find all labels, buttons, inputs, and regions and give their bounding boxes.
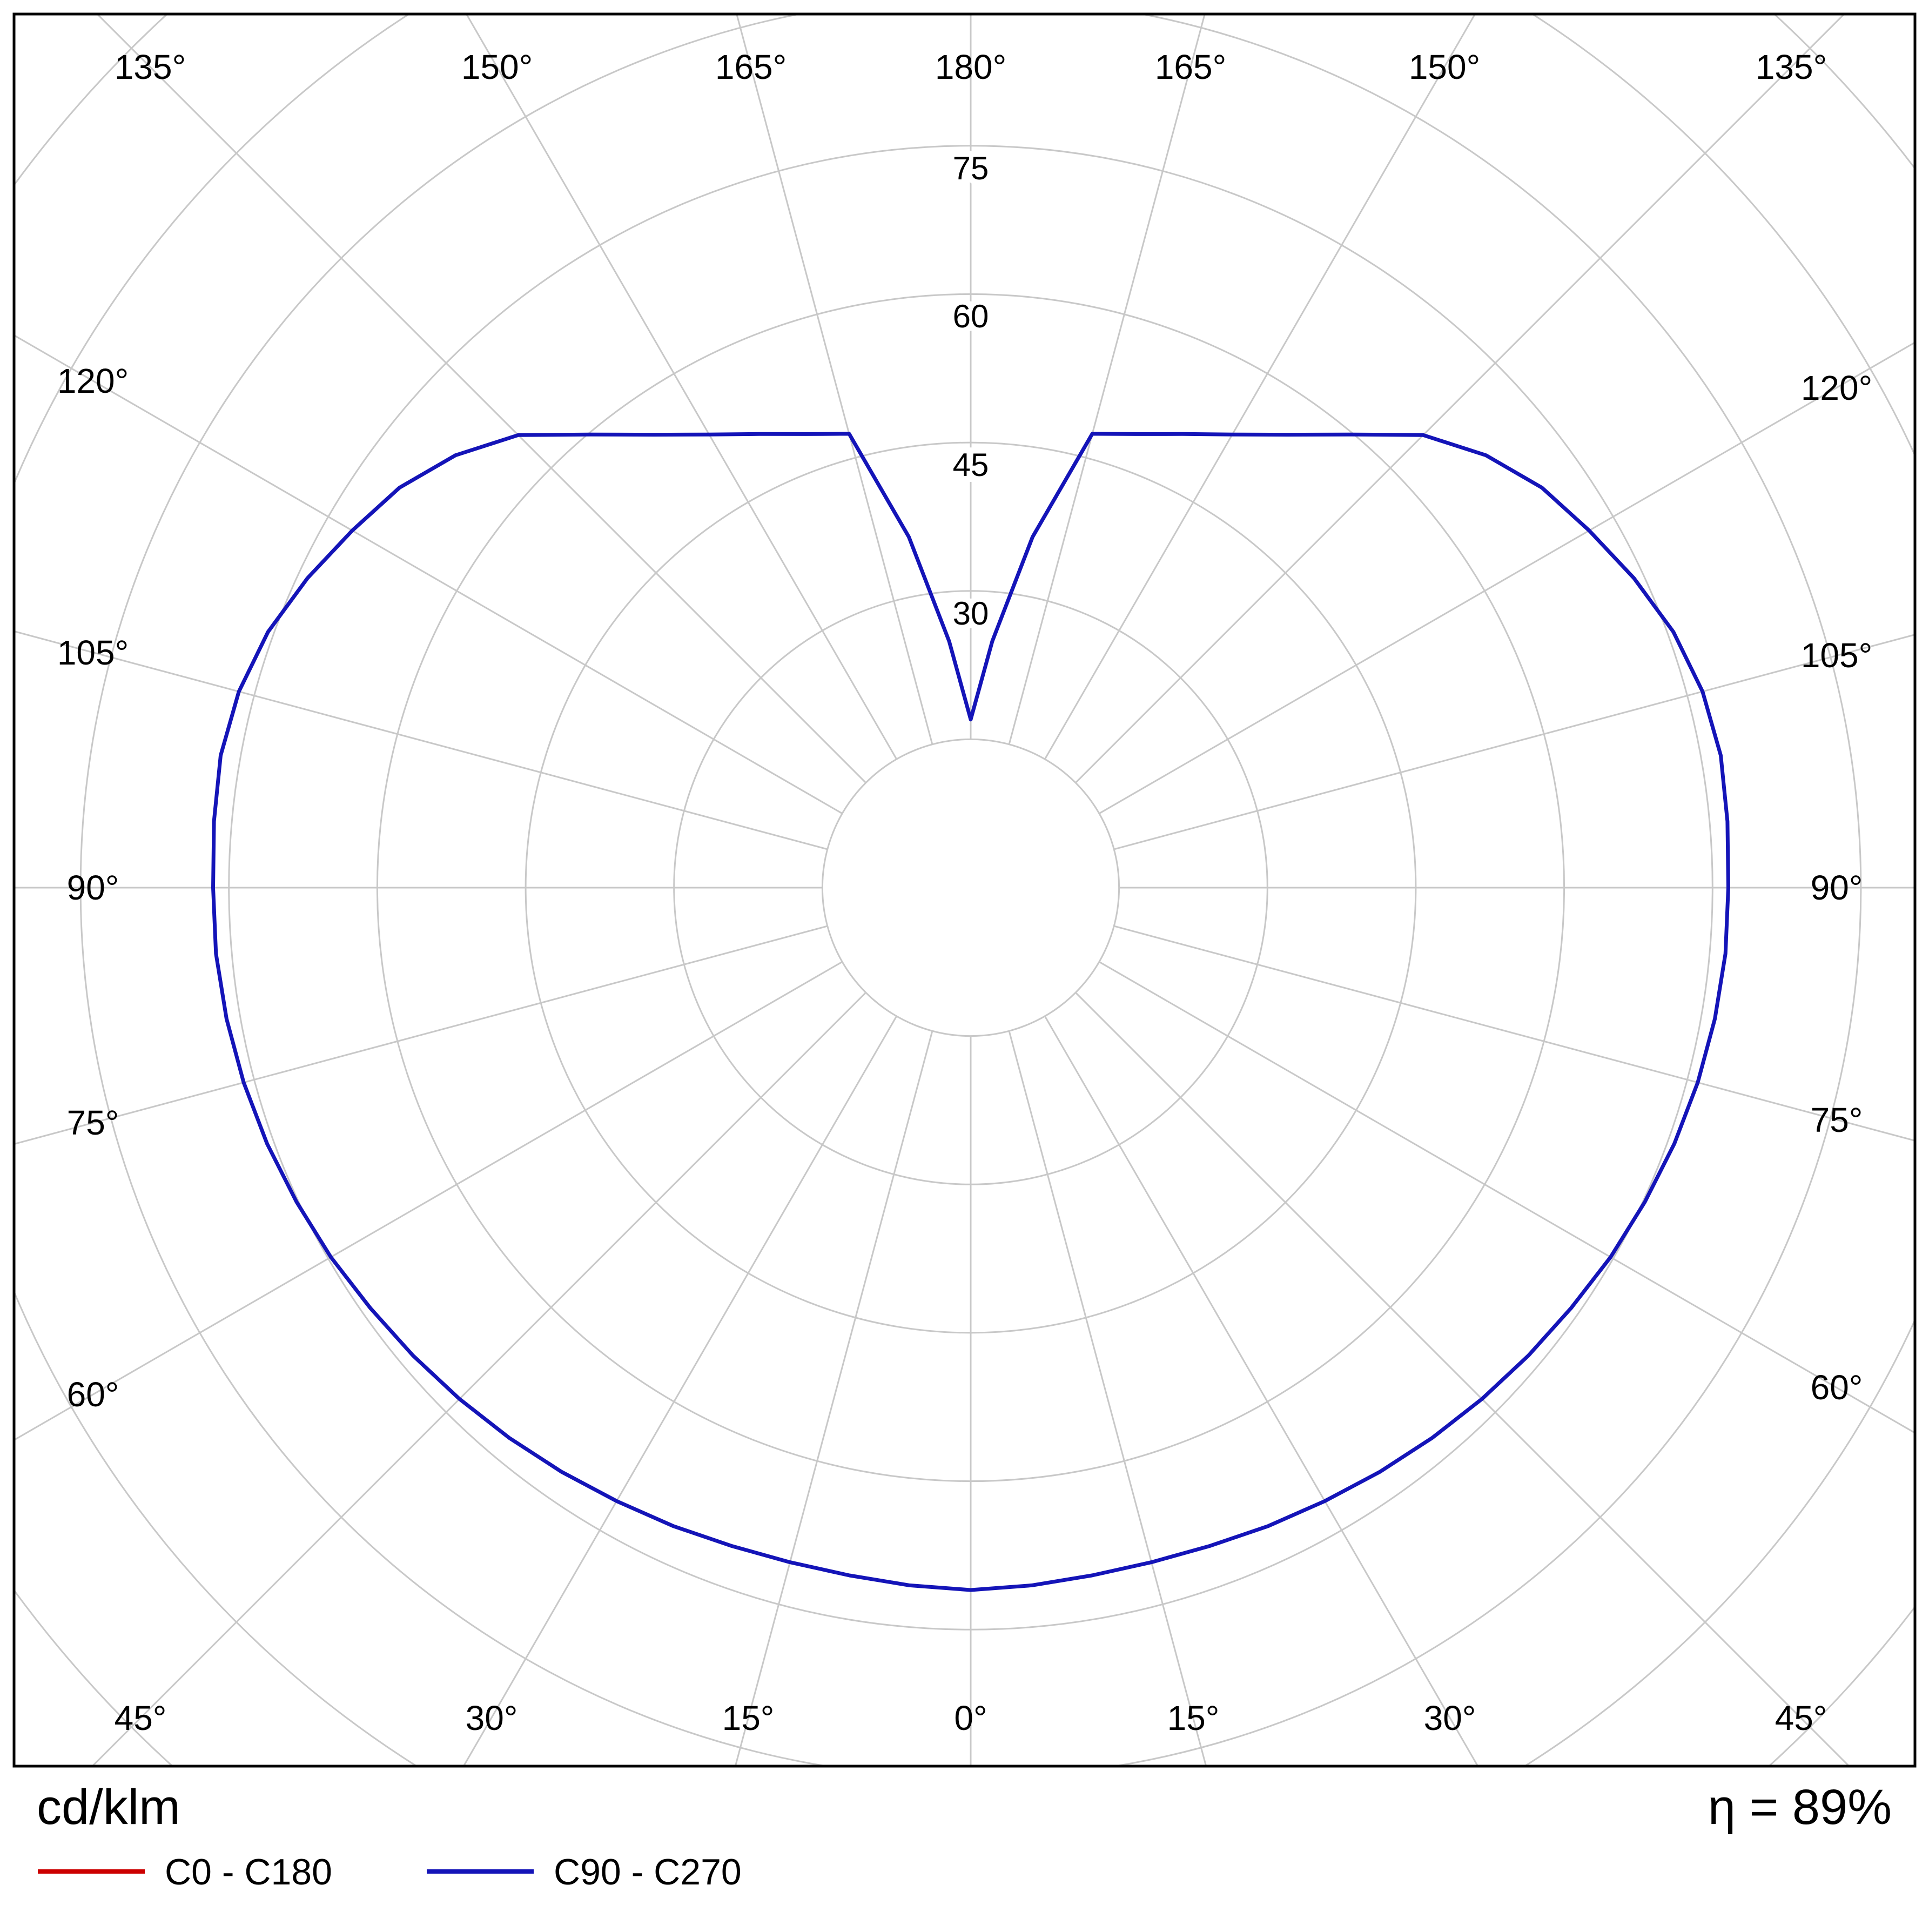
angle-label: 15°	[1167, 1699, 1220, 1738]
angle-label: 90°	[1811, 868, 1863, 907]
curve-c90-c270	[211, 432, 1730, 1592]
grid-spoke	[1008, 15, 1206, 745]
angle-label: 135°	[115, 48, 186, 86]
angle-label: 60°	[67, 1375, 119, 1414]
grid-spoke	[1075, 15, 1845, 783]
chart-border	[12, 12, 1917, 1768]
angle-label: 30°	[1424, 1699, 1476, 1738]
legend: C0 - C180 C90 - C270	[38, 1852, 742, 1893]
radial-tick-label: 45	[953, 447, 989, 483]
radial-tick-label: 75	[953, 150, 989, 186]
grid-spoke	[1113, 634, 1914, 850]
grid-spoke	[1044, 1016, 1478, 1766]
grid-spoke	[736, 15, 933, 745]
efficiency-label: η = 89%	[1708, 1780, 1892, 1835]
angle-label: 30°	[466, 1699, 518, 1738]
grid-spoke	[15, 925, 828, 1145]
grid-spoke	[1113, 925, 1914, 1142]
angle-label: 45°	[1775, 1699, 1827, 1738]
angle-label: 165°	[715, 48, 787, 86]
grid-spoke	[1099, 341, 1914, 814]
grid-spoke	[735, 1030, 933, 1766]
legend-label-c0-c180: C0 - C180	[165, 1852, 332, 1893]
angle-label: 105°	[1801, 636, 1872, 675]
angle-label: 60°	[1811, 1368, 1863, 1407]
angle-label: 15°	[722, 1699, 775, 1738]
grid-spoke	[1044, 15, 1476, 760]
grid-spoke	[1099, 961, 1914, 1434]
radial-tick-label: 60	[953, 298, 989, 334]
angle-label: 180°	[935, 48, 1006, 86]
grid-spoke	[466, 15, 897, 760]
angle-label: 45°	[115, 1699, 167, 1738]
unit-label: cd/klm	[37, 1780, 180, 1835]
angle-label: 150°	[1409, 48, 1480, 86]
angle-label: 75°	[67, 1103, 119, 1142]
angle-label: 90°	[67, 868, 119, 907]
grid-ring	[821, 738, 1120, 1037]
angle-label: 120°	[1801, 368, 1872, 407]
grid-spoke	[1008, 1030, 1207, 1766]
angle-label: 135°	[1756, 48, 1827, 86]
grid-spoke	[15, 334, 843, 814]
grid-spoke	[15, 630, 828, 850]
distribution-curves	[211, 432, 1730, 1592]
angle-label: 150°	[461, 48, 533, 86]
legend-label-c90-c270: C90 - C270	[554, 1852, 742, 1893]
angle-label: 120°	[57, 361, 129, 400]
angle-label: 105°	[57, 633, 129, 672]
grid-spoke	[1075, 992, 1850, 1766]
grid-spoke	[96, 15, 866, 783]
angle-label: 165°	[1155, 48, 1226, 86]
axis-labels: 0° 15° 15° 30° 30° 45° 45° 60° 60° 75° 75° 90° 90° 10…	[57, 48, 1872, 1738]
grid-spoke	[15, 961, 843, 1441]
angle-label: 75°	[1811, 1101, 1863, 1139]
angle-label: 0°	[954, 1699, 987, 1738]
grid-spoke	[91, 992, 866, 1766]
radial-tick-label: 30	[953, 595, 989, 632]
grid-spoke	[463, 1016, 897, 1766]
